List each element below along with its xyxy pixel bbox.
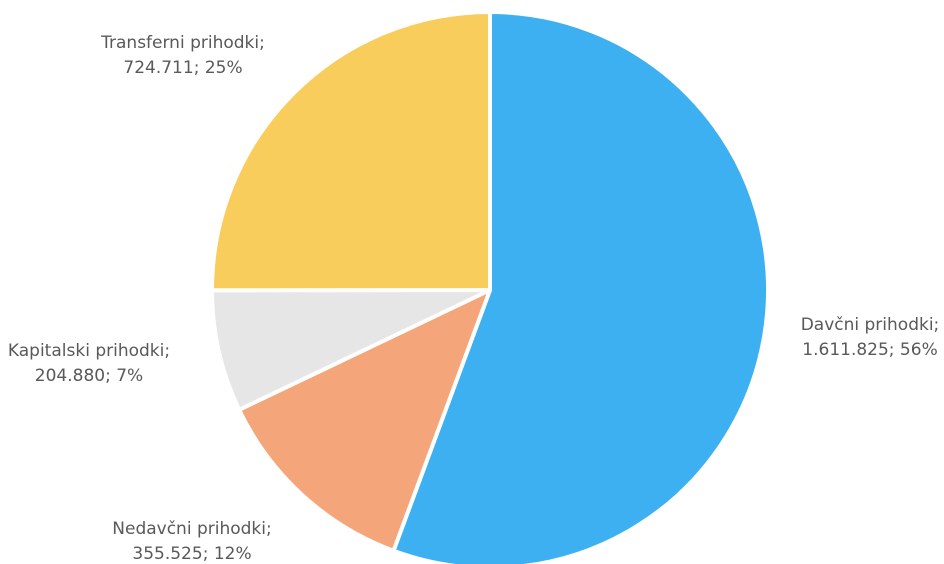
- pie-slice-nedavcni: [237, 288, 492, 553]
- data-label-value: 204.880; 7%: [35, 366, 143, 386]
- data-label-value: 1.611.825; 56%: [802, 340, 937, 360]
- data-label-category: Davčni prihodki;: [801, 315, 940, 335]
- pie-slice-kapitalski: [210, 288, 492, 412]
- data-label-kapitalski: Kapitalski prihodki; 204.880; 7%: [8, 341, 170, 386]
- pie-slice-transferni: [209, 10, 492, 293]
- data-label-category: Transferni prihodki;: [100, 33, 265, 53]
- data-label-value: 355.525; 12%: [132, 544, 251, 564]
- data-label-value: 724.711; 25%: [123, 58, 242, 78]
- pie-slice-davcni: [391, 10, 770, 564]
- data-label-transferni: Transferni prihodki; 724.711; 25%: [100, 33, 265, 78]
- data-label-nedavcni: Nedavčni prihodki; 355.525; 12%: [112, 519, 271, 564]
- pie-slices: [209, 10, 770, 564]
- pie-labels: Davčni prihodki; 1.611.825; 56% Nedavčni p…: [8, 33, 939, 564]
- data-label-category: Kapitalski prihodki;: [8, 341, 170, 361]
- data-label-davcni: Davčni prihodki; 1.611.825; 56%: [801, 315, 940, 360]
- data-label-category: Nedavčni prihodki;: [112, 519, 271, 539]
